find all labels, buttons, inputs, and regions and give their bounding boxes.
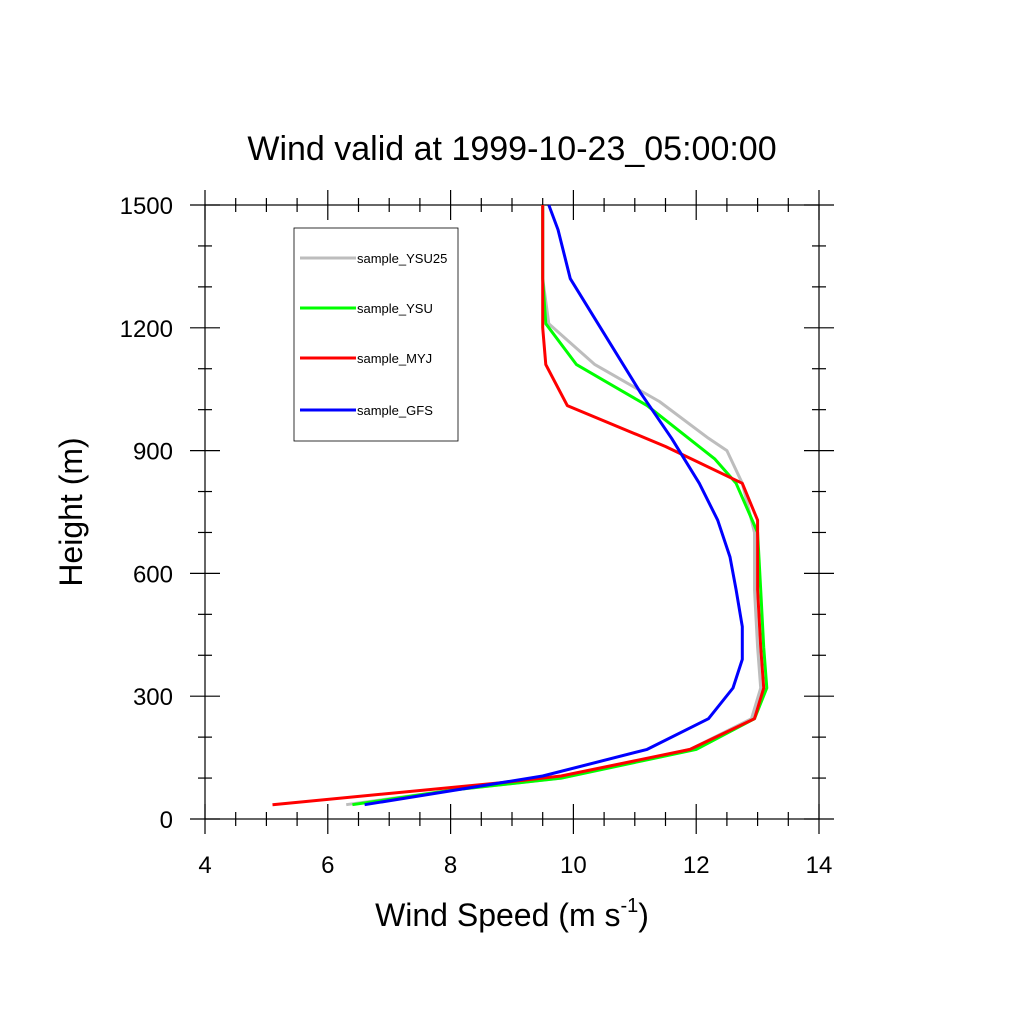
chart-title: Wind valid at 1999-10-23_05:00:00	[247, 130, 776, 168]
series-line-sample_YSU25	[345, 205, 763, 807]
legend-label: sample_YSU	[357, 301, 433, 316]
x-tick-label: 12	[683, 852, 710, 879]
y-tick-labels: 0 300 600 900 1200 1500	[120, 193, 173, 834]
x-tick-label: 10	[560, 852, 587, 879]
legend-box	[293, 227, 459, 442]
y-tick-label: 0	[160, 807, 173, 834]
legend-items: sample_YSU25 sample_YSU sample_MYJ sample_G…	[300, 251, 447, 418]
y-axis-label: Height (m)	[53, 437, 89, 586]
x-tick-labels: 4 6 8 10 12 14	[198, 852, 832, 879]
series-line-sample_YSU	[352, 205, 769, 807]
axis-ticks	[190, 190, 834, 834]
y-tick-label: 900	[133, 439, 173, 466]
x-axis-label-superscript: -1	[620, 895, 638, 917]
x-tick-label: 6	[321, 852, 334, 879]
plot-border	[204, 204, 820, 820]
y-tick-label: 1500	[120, 193, 173, 220]
series-lines	[272, 204, 769, 807]
x-tick-label: 8	[444, 852, 457, 879]
legend-label: sample_MYJ	[357, 351, 432, 366]
y-tick-label: 600	[133, 561, 173, 588]
x-tick-label: 14	[806, 852, 833, 879]
y-tick-label: 1200	[120, 316, 173, 343]
legend-label: sample_YSU25	[357, 251, 447, 266]
x-tick-label: 4	[198, 852, 211, 879]
series-line-sample_MYJ	[272, 205, 766, 807]
legend-label: sample_GFS	[357, 403, 433, 418]
x-axis-label: Wind Speed (m s-1)	[375, 895, 649, 933]
plot-frame	[204, 204, 820, 820]
y-tick-label: 300	[133, 684, 173, 711]
legend: sample_YSU25 sample_YSU sample_MYJ sample_G…	[293, 227, 459, 442]
x-axis-label-end: )	[638, 897, 649, 933]
series-line-sample_GFS	[364, 204, 744, 807]
